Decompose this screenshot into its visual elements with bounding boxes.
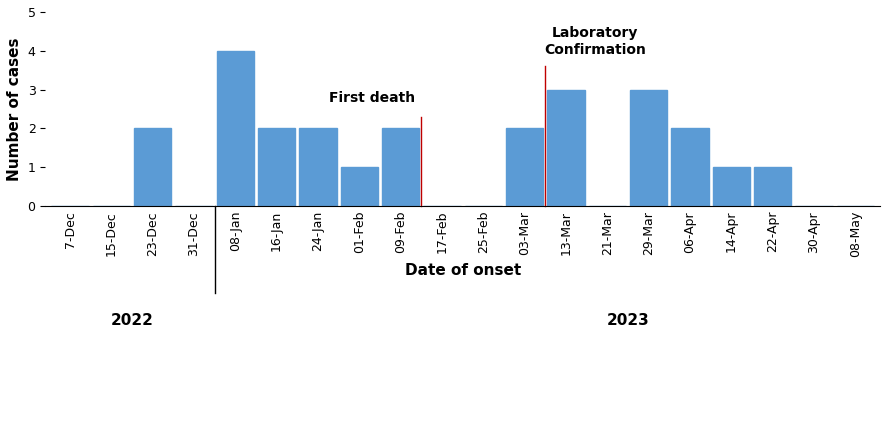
Y-axis label: Number of cases: Number of cases [7,37,22,181]
Bar [134,129,171,206]
Bar [753,167,790,206]
Text: Laboratory
Confirmation: Laboratory Confirmation [543,26,645,57]
Bar [629,90,666,206]
Bar [216,51,253,206]
Bar [711,167,749,206]
Bar [547,90,584,206]
Text: 2022: 2022 [111,313,153,328]
Text: First death: First death [329,91,415,105]
Bar [340,167,377,206]
Bar [506,129,542,206]
X-axis label: Date of onset: Date of onset [404,263,520,278]
Bar [299,129,336,206]
Text: 2023: 2023 [606,313,649,328]
Bar [382,129,419,206]
Bar [671,129,708,206]
Bar [258,129,295,206]
